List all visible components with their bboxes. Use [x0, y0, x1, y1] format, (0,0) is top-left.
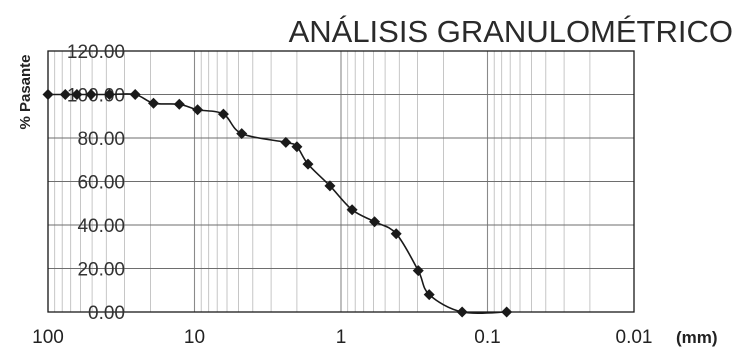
data-point-marker: [456, 306, 468, 318]
x-tick-label: 1: [336, 327, 347, 348]
data-point-marker: [129, 89, 141, 100]
y-tick-label: 120.00: [67, 42, 125, 63]
y-axis-label: % Pasante: [17, 54, 34, 129]
data-point-marker: [390, 228, 402, 240]
x-tick-label: 0.01: [616, 327, 653, 348]
data-point-marker: [192, 104, 204, 116]
x-tick-labels: 100 10 1 0.1 0.01: [32, 327, 652, 348]
data-point-marker: [42, 89, 54, 100]
data-point-marker: [71, 89, 83, 100]
data-point-marker: [324, 180, 336, 192]
data-point-marker: [59, 89, 71, 100]
data-point-marker: [280, 136, 292, 148]
data-points: [42, 89, 513, 318]
x-tick-label: 10: [184, 327, 205, 348]
data-point-marker: [147, 97, 159, 109]
data-point-marker: [173, 98, 185, 110]
x-tick-label: 100: [32, 327, 64, 348]
data-point-marker: [369, 216, 381, 228]
data-point-marker: [423, 289, 435, 301]
data-point-marker: [85, 89, 97, 100]
data-point-marker: [302, 158, 314, 170]
y-tick-label: 20.00: [77, 260, 125, 281]
x-axis-unit: (mm): [676, 328, 718, 347]
y-tick-label: 0.00: [88, 303, 125, 324]
data-point-marker: [346, 204, 358, 216]
data-point-marker: [412, 265, 424, 277]
data-point-marker: [501, 306, 513, 318]
data-point-marker: [103, 89, 115, 100]
data-point-marker: [217, 108, 229, 120]
data-point-marker: [291, 141, 303, 153]
plot-frame: [47, 50, 635, 313]
y-tick-label: 60.00: [77, 173, 125, 194]
chart-title: ANÁLISIS GRANULOMÉTRICO: [289, 14, 733, 49]
y-tick-label: 80.00: [77, 129, 125, 150]
gradation-curve: [47, 93, 507, 315]
x-tick-label: 0.1: [474, 327, 500, 348]
data-point-marker: [236, 128, 248, 140]
y-tick-label: 40.00: [77, 216, 125, 237]
